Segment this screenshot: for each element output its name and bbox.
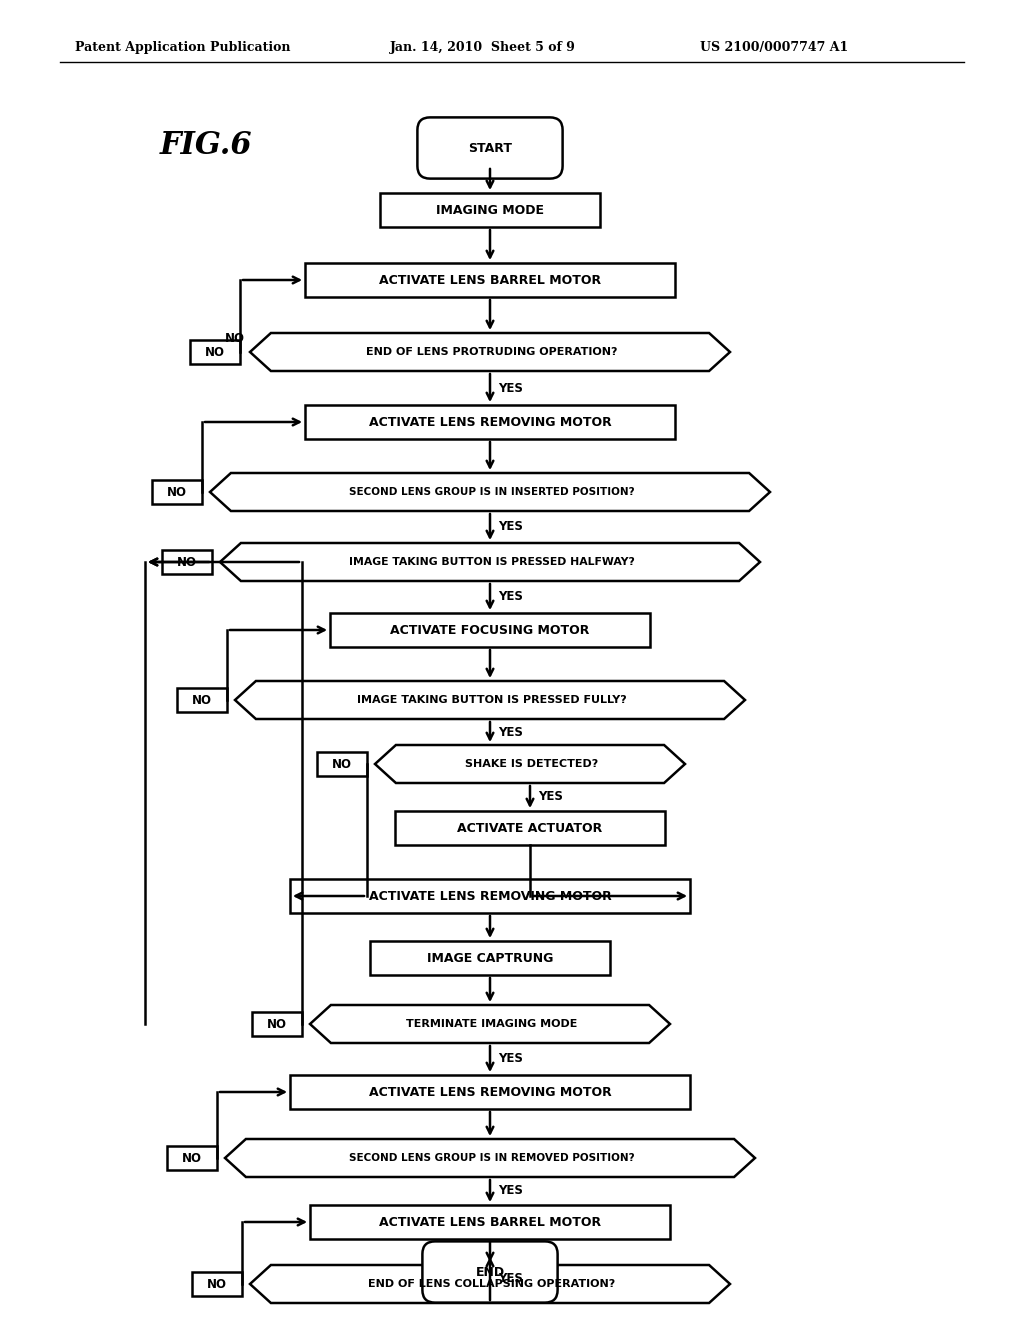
Text: IMAGE TAKING BUTTON IS PRESSED HALFWAY?: IMAGE TAKING BUTTON IS PRESSED HALFWAY? — [349, 557, 635, 568]
Text: END OF LENS PROTRUDING OPERATION?: END OF LENS PROTRUDING OPERATION? — [367, 347, 617, 356]
Text: NO: NO — [332, 758, 352, 771]
Text: IMAGE CAPTRUNG: IMAGE CAPTRUNG — [427, 952, 553, 965]
Text: NO: NO — [205, 346, 225, 359]
Text: NO: NO — [182, 1151, 202, 1164]
Text: Jan. 14, 2010  Sheet 5 of 9: Jan. 14, 2010 Sheet 5 of 9 — [390, 41, 575, 54]
Text: FIG.6: FIG.6 — [160, 129, 253, 161]
FancyBboxPatch shape — [422, 1241, 558, 1303]
Text: NO: NO — [207, 1278, 227, 1291]
Text: SHAKE IS DETECTED?: SHAKE IS DETECTED? — [466, 759, 599, 770]
Polygon shape — [250, 333, 730, 371]
Text: END: END — [475, 1266, 505, 1279]
Text: ACTIVATE FOCUSING MOTOR: ACTIVATE FOCUSING MOTOR — [390, 623, 590, 636]
FancyBboxPatch shape — [152, 480, 202, 504]
FancyBboxPatch shape — [317, 752, 367, 776]
Text: ACTIVATE ACTUATOR: ACTIVATE ACTUATOR — [458, 821, 603, 834]
Text: ACTIVATE LENS BARREL MOTOR: ACTIVATE LENS BARREL MOTOR — [379, 273, 601, 286]
Bar — [290, 879, 690, 913]
Text: NO: NO — [225, 331, 245, 345]
FancyBboxPatch shape — [190, 341, 240, 364]
Text: ACTIVATE LENS BARREL MOTOR: ACTIVATE LENS BARREL MOTOR — [379, 1216, 601, 1229]
Polygon shape — [234, 681, 745, 719]
Text: IMAGE TAKING BUTTON IS PRESSED FULLY?: IMAGE TAKING BUTTON IS PRESSED FULLY? — [357, 696, 627, 705]
Text: NO: NO — [193, 693, 212, 706]
FancyBboxPatch shape — [162, 550, 212, 574]
Bar — [290, 1074, 690, 1109]
Text: YES: YES — [498, 590, 523, 603]
Polygon shape — [310, 1005, 670, 1043]
Text: YES: YES — [498, 381, 523, 395]
Text: SECOND LENS GROUP IS IN REMOVED POSITION?: SECOND LENS GROUP IS IN REMOVED POSITION… — [349, 1152, 635, 1163]
Text: ACTIVATE LENS REMOVING MOTOR: ACTIVATE LENS REMOVING MOTOR — [369, 1085, 611, 1098]
Bar — [395, 810, 665, 845]
Text: IMAGING MODE: IMAGING MODE — [436, 203, 544, 216]
Polygon shape — [225, 1139, 755, 1177]
FancyBboxPatch shape — [167, 1146, 217, 1170]
Text: TERMINATE IMAGING MODE: TERMINATE IMAGING MODE — [407, 1019, 578, 1030]
Polygon shape — [250, 1265, 730, 1303]
Text: US 2100/0007747 A1: US 2100/0007747 A1 — [700, 41, 848, 54]
Text: NO: NO — [267, 1018, 287, 1031]
Text: YES: YES — [538, 791, 563, 804]
FancyBboxPatch shape — [193, 1272, 242, 1296]
Text: SECOND LENS GROUP IS IN INSERTED POSITION?: SECOND LENS GROUP IS IN INSERTED POSITIO… — [349, 487, 635, 498]
Bar — [305, 405, 675, 440]
Text: END OF LENS COLLAPSING OPERATION?: END OF LENS COLLAPSING OPERATION? — [369, 1279, 615, 1290]
Bar — [305, 263, 675, 297]
Text: ACTIVATE LENS REMOVING MOTOR: ACTIVATE LENS REMOVING MOTOR — [369, 890, 611, 903]
Text: NO: NO — [177, 556, 197, 569]
Text: YES: YES — [498, 520, 523, 533]
Polygon shape — [375, 744, 685, 783]
Text: YES: YES — [498, 1052, 523, 1065]
Bar — [380, 193, 600, 227]
Polygon shape — [220, 543, 760, 581]
FancyBboxPatch shape — [177, 688, 227, 711]
Text: YES: YES — [498, 726, 523, 738]
Bar — [370, 941, 610, 975]
FancyBboxPatch shape — [418, 117, 562, 178]
Text: YES: YES — [498, 1272, 523, 1284]
Text: YES: YES — [498, 1184, 523, 1197]
FancyBboxPatch shape — [252, 1012, 302, 1036]
Polygon shape — [210, 473, 770, 511]
Bar — [330, 612, 650, 647]
Text: Patent Application Publication: Patent Application Publication — [75, 41, 291, 54]
Text: ACTIVATE LENS REMOVING MOTOR: ACTIVATE LENS REMOVING MOTOR — [369, 416, 611, 429]
Text: START: START — [468, 141, 512, 154]
Bar — [310, 1205, 670, 1239]
Text: NO: NO — [167, 486, 187, 499]
